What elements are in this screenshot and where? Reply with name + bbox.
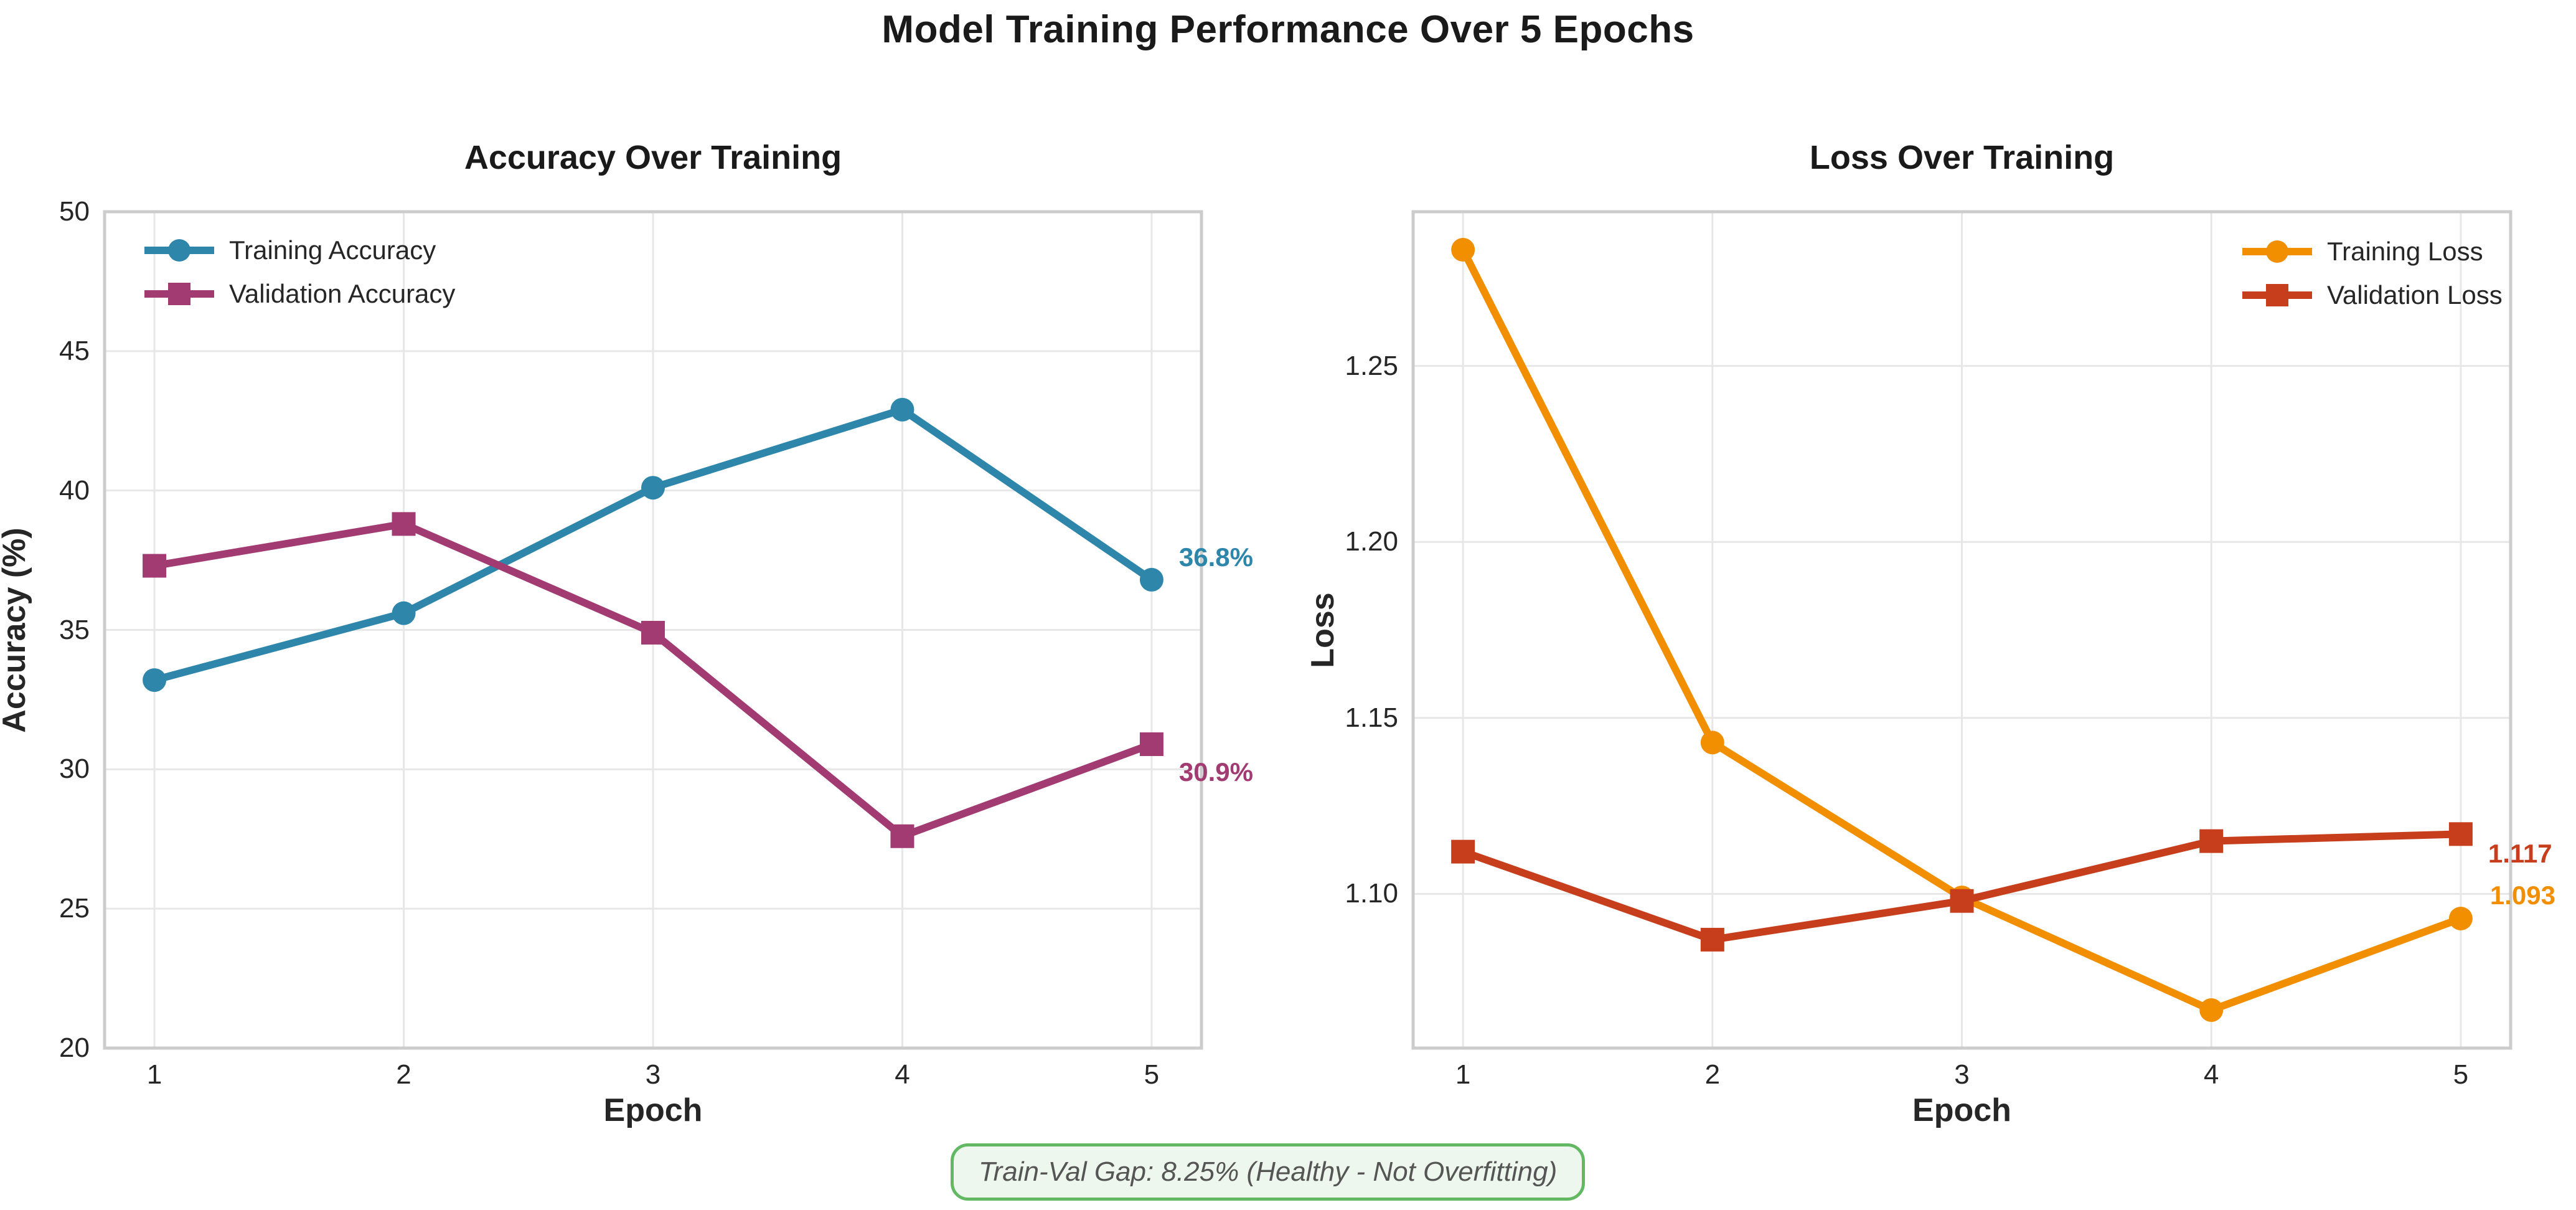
data-point-circle: [2199, 998, 2224, 1022]
data-point-square: [641, 620, 665, 645]
data-point-circle: [392, 601, 416, 625]
train-val-gap-note: Train-Val Gap: 8.25% (Healthy - Not Over…: [951, 1143, 1586, 1201]
data-point-square: [143, 554, 167, 578]
legend-label: Validation Loss: [2327, 280, 2503, 310]
data-point-square: [392, 512, 416, 536]
x-axis-label: Epoch: [603, 1092, 703, 1128]
value-annotation: 30.9%: [1178, 757, 1253, 787]
legend-item: Training Loss: [2240, 237, 2503, 267]
data-point-circle: [143, 668, 167, 692]
value-annotation: 1.117: [2488, 839, 2552, 869]
subplot-title: Accuracy Over Training: [464, 139, 842, 176]
y-tick-label: 40: [59, 475, 90, 506]
x-tick-label: 2: [1704, 1059, 1721, 1090]
axes-1: [1411, 210, 2513, 1050]
axes-0: [103, 210, 1203, 1050]
value-annotation: 1.093: [2489, 880, 2555, 910]
legend-item: Training Accuracy: [142, 235, 455, 265]
axes-spines: [1411, 210, 2513, 1050]
x-tick-label: 3: [645, 1059, 661, 1090]
y-tick-label: 1.10: [1345, 878, 1398, 909]
figure-title: Model Training Performance Over 5 Epochs: [881, 8, 1695, 51]
legend-square-marker-icon: [2242, 284, 2312, 306]
y-tick-label: 20: [59, 1033, 90, 1063]
legend-label: Training Accuracy: [229, 235, 436, 265]
axes-spines: [103, 210, 1203, 1050]
y-tick-label: 30: [59, 754, 90, 785]
value-annotation: 36.8%: [1178, 542, 1253, 572]
subplot-title: Loss Over Training: [1809, 139, 2115, 176]
y-tick-label: 25: [59, 893, 90, 924]
x-tick-label: 4: [2203, 1059, 2219, 1090]
legend: Training Accuracy Validation Accuracy: [142, 235, 455, 309]
data-point-square: [1700, 927, 1724, 952]
data-point-square: [890, 824, 914, 848]
data-point-circle: [890, 397, 914, 422]
data-point-square: [2448, 822, 2473, 846]
data-point-square: [1451, 839, 1475, 864]
data-point-circle: [1139, 567, 1163, 592]
x-tick-label: 5: [1144, 1059, 1160, 1090]
data-point-circle: [2448, 906, 2473, 930]
legend-circle-marker-icon: [2242, 240, 2312, 263]
y-tick-label: 35: [59, 614, 90, 645]
y-tick-label: 1.25: [1345, 350, 1398, 381]
y-axis-label: Loss: [1305, 592, 1341, 668]
x-axis-label: Epoch: [1912, 1092, 2011, 1128]
data-point-circle: [1451, 238, 1475, 262]
x-tick-label: 1: [1455, 1059, 1471, 1090]
y-tick-label: 1.15: [1345, 702, 1398, 733]
y-axis-label: Accuracy (%): [0, 527, 32, 733]
y-tick-label: 1.20: [1345, 526, 1398, 557]
y-tick-label: 45: [59, 335, 90, 366]
legend-item: Validation Loss: [2240, 280, 2503, 310]
legend-item: Validation Accuracy: [142, 279, 455, 309]
x-tick-label: 2: [396, 1059, 411, 1090]
data-point-circle: [641, 476, 665, 500]
legend-label: Validation Accuracy: [229, 279, 456, 308]
data-point-circle: [1700, 730, 1724, 755]
legend: Training Loss Validation Loss: [2240, 237, 2503, 310]
data-point-square: [1139, 732, 1163, 757]
data-point-square: [2199, 829, 2224, 853]
y-tick-label: 50: [59, 196, 90, 227]
legend-circle-marker-icon: [144, 239, 214, 262]
x-tick-label: 5: [2453, 1059, 2469, 1090]
x-tick-label: 3: [1954, 1059, 1970, 1090]
legend-label: Training Loss: [2327, 237, 2483, 266]
legend-square-marker-icon: [144, 283, 214, 305]
x-tick-label: 1: [146, 1059, 162, 1090]
data-point-square: [1950, 889, 1974, 913]
x-tick-label: 4: [895, 1059, 910, 1090]
